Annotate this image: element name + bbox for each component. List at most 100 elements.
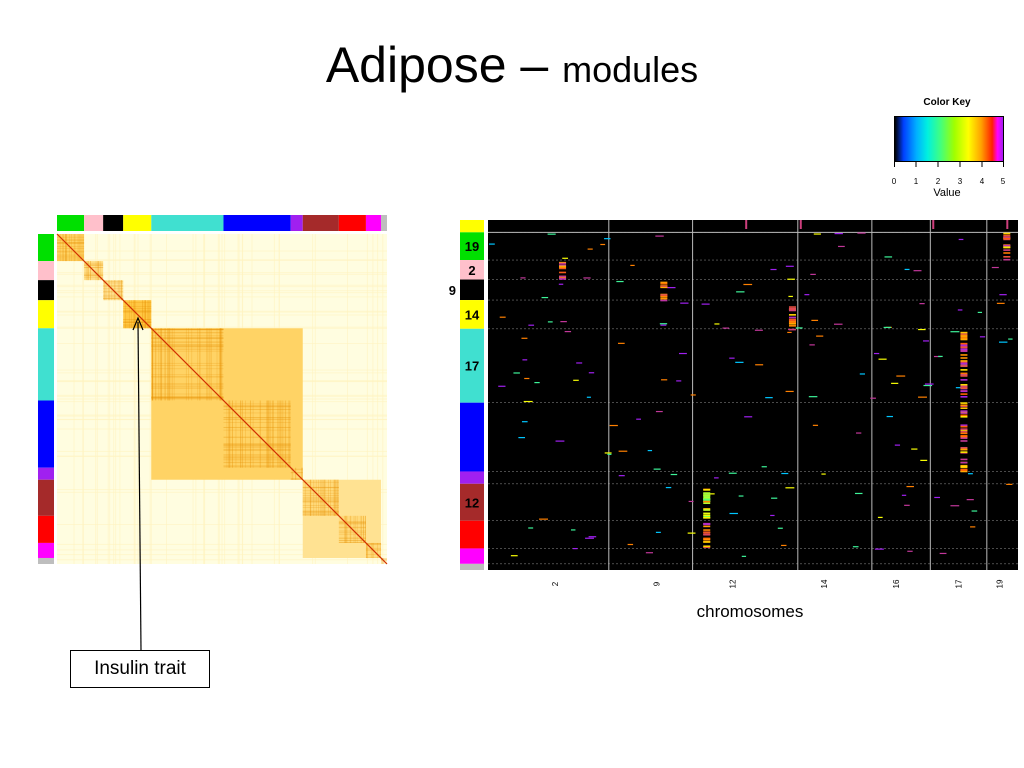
- eqtl-hotspot: [788, 318, 796, 321]
- block-texture: [223, 445, 291, 446]
- eqtl-signal: [781, 472, 789, 475]
- block-texture: [123, 311, 152, 313]
- eqtl-signal: [787, 331, 792, 334]
- block-texture: [103, 282, 124, 284]
- block-texture: [223, 436, 291, 438]
- block-texture: [223, 464, 291, 466]
- block-texture: [302, 500, 339, 502]
- block-texture: [313, 479, 315, 516]
- eqtl-hotspot: [960, 333, 968, 335]
- block-texture: [188, 328, 189, 401]
- eqtl-hotspot: [960, 451, 968, 453]
- eqtl-signal: [781, 544, 787, 547]
- block-texture: [223, 405, 291, 407]
- module-color-bar: [460, 471, 484, 484]
- block-texture: [333, 479, 335, 516]
- header-marker: [932, 220, 935, 229]
- matrix-stripe: [115, 234, 117, 564]
- block-texture: [123, 310, 152, 312]
- module-color-bar: [460, 548, 484, 564]
- eqtl-hotspot: [703, 493, 711, 495]
- block-texture: [133, 300, 135, 329]
- block-texture: [167, 328, 169, 401]
- block-texture: [220, 328, 222, 401]
- eqtl-signal: [901, 494, 907, 496]
- block-texture: [152, 328, 153, 401]
- block-texture: [151, 365, 224, 366]
- eqtl-hotspot: [559, 275, 567, 278]
- block-texture: [151, 331, 224, 333]
- eqtl-hotspot: [703, 529, 711, 531]
- block-texture: [280, 400, 282, 468]
- eqtl-signal: [894, 444, 901, 446]
- module-label: 17: [465, 359, 479, 374]
- block-texture: [165, 328, 166, 401]
- eqtl-signal: [919, 303, 925, 305]
- chromosome-tick-label: 16: [892, 579, 901, 588]
- eqtl-signal: [816, 335, 824, 337]
- block-texture: [78, 234, 80, 262]
- block-texture: [223, 427, 291, 429]
- block-texture: [57, 251, 85, 253]
- title-sub: modules: [562, 49, 699, 90]
- block-texture: [123, 321, 152, 323]
- eqtl-signal: [966, 499, 974, 501]
- block-texture: [97, 261, 99, 281]
- eqtl-signal: [616, 280, 624, 283]
- module-color-bar-left: [38, 515, 54, 543]
- block-texture: [123, 321, 152, 323]
- block-texture: [223, 466, 291, 467]
- block-texture: [114, 280, 116, 301]
- block-texture: [151, 386, 224, 388]
- module-color-bar-left: [38, 328, 54, 401]
- eqtl-signal: [958, 238, 964, 241]
- block-texture: [84, 272, 104, 274]
- eqtl-signal: [873, 352, 880, 355]
- eqtl-hotspot: [703, 492, 711, 494]
- block-texture: [197, 328, 199, 401]
- eqtl-signal: [521, 421, 528, 423]
- block-texture: [302, 501, 339, 503]
- block-texture: [365, 547, 381, 549]
- block-texture: [284, 400, 286, 468]
- block-texture: [289, 400, 290, 468]
- block-texture: [223, 462, 291, 464]
- matrix-stripe: [57, 543, 387, 545]
- block-texture: [223, 457, 291, 459]
- eqtl-signal: [788, 295, 793, 298]
- block-texture: [266, 400, 268, 468]
- eqtl-signal: [518, 437, 526, 439]
- eqtl-signal: [676, 380, 682, 382]
- block-texture: [57, 242, 85, 243]
- block-texture: [302, 512, 339, 513]
- eqtl-signal: [785, 265, 794, 267]
- block-texture: [380, 559, 387, 561]
- eqtl-hotspot: [960, 390, 968, 393]
- block-texture: [349, 515, 351, 543]
- eqtl-hotspot: [703, 508, 711, 510]
- block-texture: [147, 300, 148, 329]
- eqtl-hotspot: [960, 396, 968, 398]
- eqtl-hotspot: [703, 525, 711, 528]
- matrix-stripe: [134, 234, 136, 564]
- block-texture: [223, 405, 291, 407]
- block-texture: [223, 418, 291, 420]
- block-texture: [145, 300, 146, 329]
- eqtl-signal: [706, 493, 715, 495]
- block-texture: [354, 515, 356, 543]
- eqtl-signal: [785, 390, 794, 393]
- block-texture: [168, 328, 169, 401]
- block-texture: [322, 479, 324, 516]
- color-key-gradient: [894, 116, 1004, 162]
- block-texture: [287, 400, 289, 468]
- block-texture: [108, 280, 110, 301]
- annotation-insulin-trait: Insulin trait: [70, 650, 210, 688]
- block-texture: [151, 384, 224, 386]
- eqtl-signal: [588, 372, 595, 374]
- block-texture: [151, 383, 224, 385]
- color-key-value-label: Value: [933, 187, 961, 199]
- block-texture: [228, 400, 230, 468]
- block-texture: [57, 240, 85, 241]
- eqtl-hotspot: [960, 372, 968, 375]
- matrix-stripe: [57, 296, 387, 298]
